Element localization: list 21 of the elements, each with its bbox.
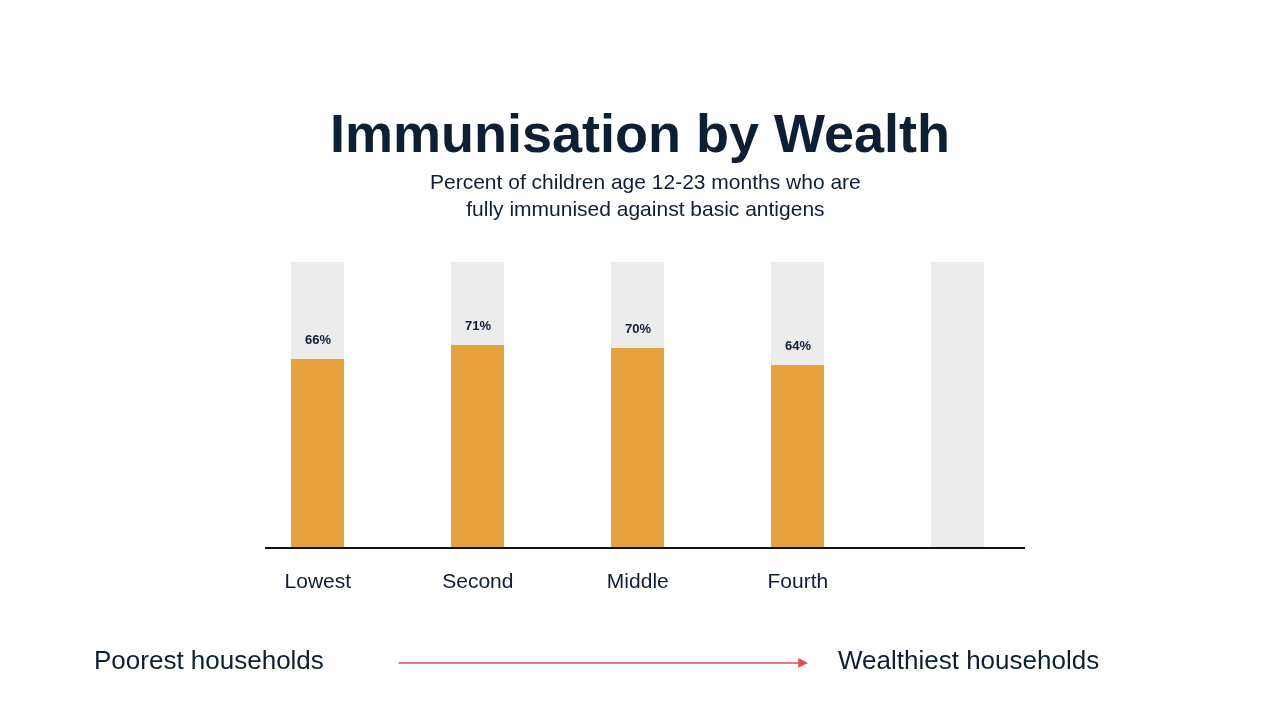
chart-title: Immunisation by Wealth bbox=[329, 103, 951, 164]
chart-subtitle: Percent of children age 12-23 months who are fully immunised against basic antigens bbox=[430, 170, 861, 221]
text: Poorest households bbox=[94, 645, 324, 675]
data-label: 71% bbox=[465, 318, 492, 333]
bar bbox=[451, 344, 505, 547]
bar bbox=[291, 262, 345, 359]
x-tick-label: Middle bbox=[606, 568, 669, 592]
bar bbox=[931, 262, 985, 547]
bar bbox=[611, 262, 665, 348]
bar bbox=[611, 347, 665, 547]
x-tick-label: Second bbox=[442, 568, 514, 592]
bar bbox=[451, 262, 505, 345]
x-tick-label: Lowest bbox=[284, 568, 352, 592]
data-label: 64% bbox=[785, 338, 812, 353]
x-tick-label: Fourth bbox=[767, 568, 829, 592]
data-label: 66% bbox=[305, 332, 332, 347]
text: Wealthiest households bbox=[838, 645, 1100, 675]
bar bbox=[771, 364, 825, 547]
bar bbox=[291, 358, 345, 547]
bar bbox=[771, 262, 825, 365]
data-label: 70% bbox=[625, 321, 652, 336]
